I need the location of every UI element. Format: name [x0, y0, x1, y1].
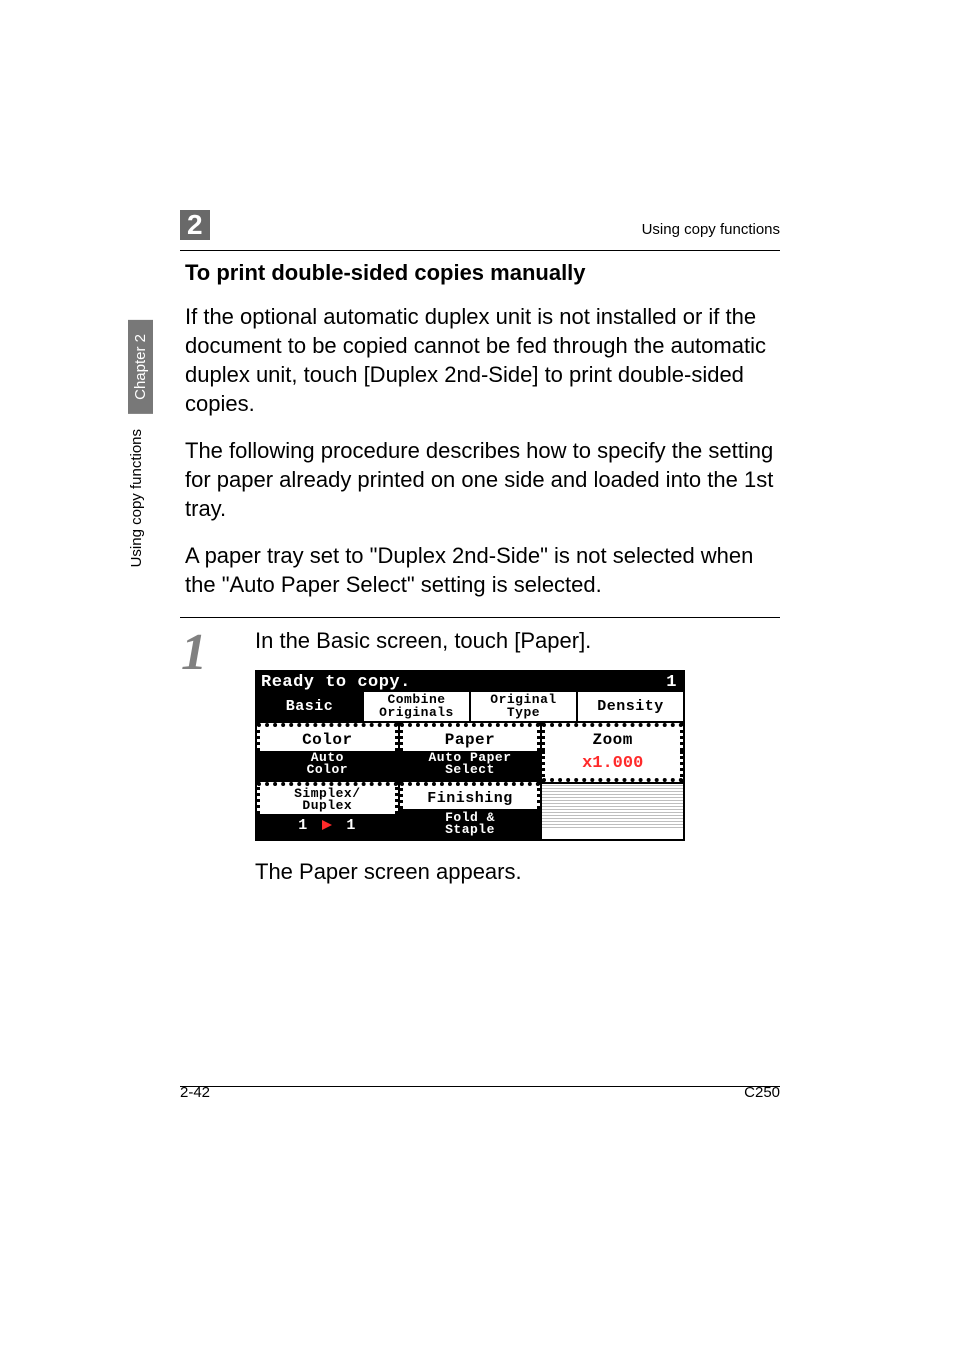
footer-page: 2-42	[180, 1084, 210, 1101]
finishing-button[interactable]: Finishing Fold & Staple	[400, 782, 541, 840]
lcd-status-text: Ready to copy.	[261, 673, 411, 692]
simplex-label: Simplex/ Duplex	[257, 782, 398, 815]
color-button[interactable]: Color Auto Color	[257, 723, 398, 782]
paragraph-1: If the optional automatic duplex unit is…	[185, 302, 780, 418]
color-value: Auto Color	[257, 751, 398, 780]
tab-basic[interactable]: Basic	[257, 692, 364, 721]
header-rule	[180, 250, 780, 251]
lcd-panel: Ready to copy. 1 Basic Combine Originals…	[255, 670, 685, 841]
simplex-left: 1	[298, 817, 308, 834]
running-title: Using copy functions	[642, 221, 780, 238]
lcd-tabs: Basic Combine Originals Original Type De…	[257, 692, 683, 723]
lcd-col-1: Color Auto Color Simplex/ Duplex 1 1	[257, 723, 400, 839]
paper-button[interactable]: Paper Auto Paper Select	[400, 723, 541, 782]
manual-page: Chapter 2 Using copy functions 2 Using c…	[0, 0, 954, 1350]
simplex-value: 1 1	[257, 814, 398, 839]
paper-value: Auto Paper Select	[400, 751, 541, 780]
lcd-col-2: Paper Auto Paper Select Finishing Fold &…	[400, 723, 543, 839]
paragraph-2: The following procedure describes how to…	[185, 436, 780, 523]
color-label: Color	[257, 723, 398, 751]
finishing-value: Fold & Staple	[400, 809, 541, 840]
side-chapter-label: Chapter 2	[128, 320, 153, 414]
tab-original-type[interactable]: Original Type	[471, 692, 578, 721]
step-result: The Paper screen appears.	[255, 859, 780, 885]
step-number: 1	[181, 632, 255, 674]
chapter-number-badge: 2	[180, 210, 210, 240]
arrow-icon	[322, 820, 332, 830]
zoom-button[interactable]: Zoom x1.000	[542, 723, 683, 784]
lcd-status-bar: Ready to copy. 1	[257, 672, 683, 692]
tab-combine-originals[interactable]: Combine Originals	[364, 692, 471, 721]
page-footer: 2-42 C250	[180, 1084, 780, 1101]
finishing-label: Finishing	[400, 782, 541, 809]
simplex-duplex-button[interactable]: Simplex/ Duplex 1 1	[257, 782, 398, 840]
lcd-copy-count: 1	[666, 673, 677, 692]
tab-density[interactable]: Density	[578, 692, 683, 721]
zoom-label: Zoom	[542, 723, 683, 751]
step-1: 1 In the Basic screen, touch [Paper]. Re…	[185, 628, 780, 885]
step-rule	[180, 617, 780, 618]
page-header: 2 Using copy functions	[180, 210, 780, 240]
zoom-value: x1.000	[542, 751, 683, 782]
side-tabs: Chapter 2 Using copy functions	[128, 320, 153, 572]
section-heading: To print double-sided copies manually	[185, 260, 780, 286]
footer-model: C250	[744, 1084, 780, 1101]
paragraph-3: A paper tray set to "Duplex 2nd-Side" is…	[185, 541, 780, 599]
lcd-grid: Color Auto Color Simplex/ Duplex 1 1	[257, 723, 683, 839]
paper-label: Paper	[400, 723, 541, 751]
simplex-right: 1	[346, 817, 356, 834]
empty-cell	[542, 784, 683, 828]
step-body: In the Basic screen, touch [Paper]. Read…	[255, 628, 780, 885]
side-section-label: Using copy functions	[128, 429, 145, 567]
lcd-col-3: Zoom x1.000	[542, 723, 683, 839]
step-instruction: In the Basic screen, touch [Paper].	[255, 628, 780, 654]
content-area: To print double-sided copies manually If…	[185, 260, 780, 885]
